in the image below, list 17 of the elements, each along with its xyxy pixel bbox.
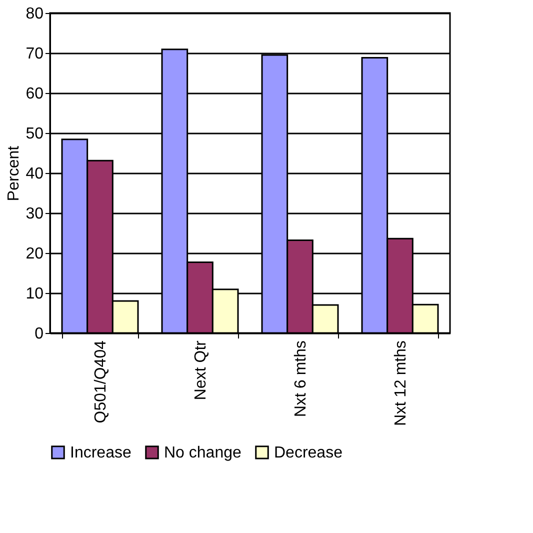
y-tick-label: 60 bbox=[26, 86, 44, 102]
x-tick-label: Nxt 6 mths bbox=[292, 340, 310, 417]
y-tick-label: 40 bbox=[26, 166, 44, 182]
legend-label: Increase bbox=[70, 444, 132, 462]
y-tick-label: 50 bbox=[26, 126, 44, 142]
y-tick-label: 20 bbox=[26, 246, 44, 262]
y-tick-label: 80 bbox=[26, 6, 44, 22]
y-tick-label: 10 bbox=[26, 286, 44, 302]
x-tick-label: Q501/Q404 bbox=[92, 340, 110, 424]
legend-label: No change bbox=[164, 444, 242, 462]
y-tick-label: 30 bbox=[26, 206, 44, 222]
y-axis-title: Percent bbox=[6, 145, 23, 202]
y-tick-label: 0 bbox=[34, 326, 44, 342]
x-tick-label: Nxt 12 mths bbox=[392, 340, 410, 426]
x-tick-label: Next Qtr bbox=[192, 340, 210, 400]
legend-label: Decrease bbox=[274, 444, 343, 462]
y-tick-label: 70 bbox=[26, 46, 44, 62]
